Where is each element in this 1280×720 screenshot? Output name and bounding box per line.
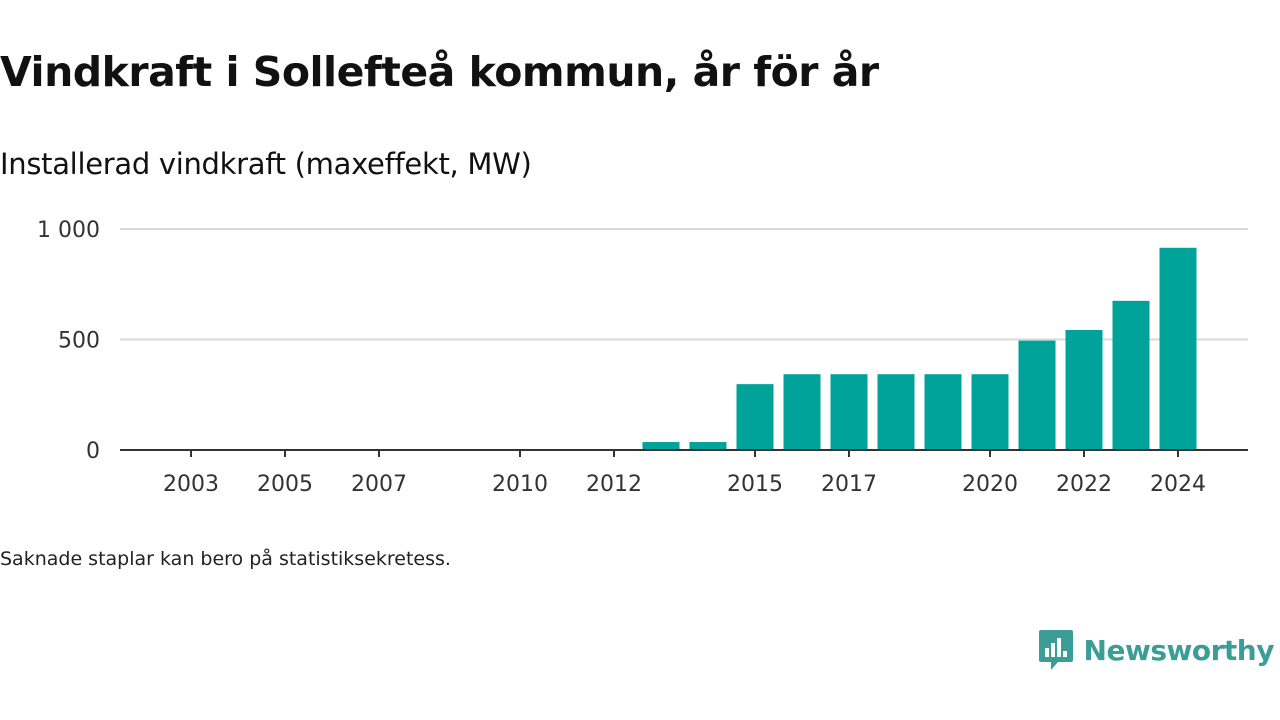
brand-name: Newsworthy (1083, 633, 1275, 667)
bar-2021 (1018, 340, 1056, 450)
bar-2018 (877, 374, 915, 450)
bar-2024 (1159, 247, 1197, 450)
x-axis-ticks: 2003 2005 2007 2010 2012 2015 2017 2020 2022 2024 (163, 450, 1206, 497)
y-tick-label: 0 (86, 439, 100, 464)
bar-2016 (783, 374, 821, 450)
bar-2023 (1112, 300, 1150, 450)
x-tick-label: 2017 (821, 472, 877, 497)
x-tick-label: 2003 (163, 472, 219, 497)
x-tick-label: 2012 (586, 472, 642, 497)
newsworthy-logo-icon (1038, 630, 1073, 670)
bar-2020 (971, 374, 1009, 450)
chart-subtitle: Installerad vindkraft (maxeffekt, MW) (0, 147, 532, 181)
bar-2015 (736, 384, 774, 450)
x-tick-label: 2010 (492, 472, 548, 497)
bars (642, 247, 1197, 450)
y-tick-label: 500 (58, 329, 100, 354)
footnote: Saknade staplar kan bero på statistiksek… (0, 548, 451, 570)
brand: Newsworthy (1038, 628, 1275, 672)
x-tick-label: 2005 (257, 472, 313, 497)
x-tick-label: 2022 (1056, 472, 1112, 497)
bar-2019 (924, 374, 962, 450)
x-tick-label: 2024 (1150, 472, 1206, 497)
y-axis-ticks: 0 500 1 000 (37, 218, 100, 464)
y-tick-label: 1 000 (37, 218, 100, 243)
x-tick-label: 2007 (351, 472, 407, 497)
x-tick-label: 2015 (727, 472, 783, 497)
bar-2014 (689, 442, 727, 450)
bar-2022 (1065, 329, 1103, 450)
bar-2013 (642, 442, 680, 450)
chart-title: Vindkraft i Sollefteå kommun, år för år (0, 48, 879, 96)
bar-2017 (830, 374, 868, 450)
gridlines (120, 228, 1248, 341)
x-tick-label: 2020 (962, 472, 1018, 497)
